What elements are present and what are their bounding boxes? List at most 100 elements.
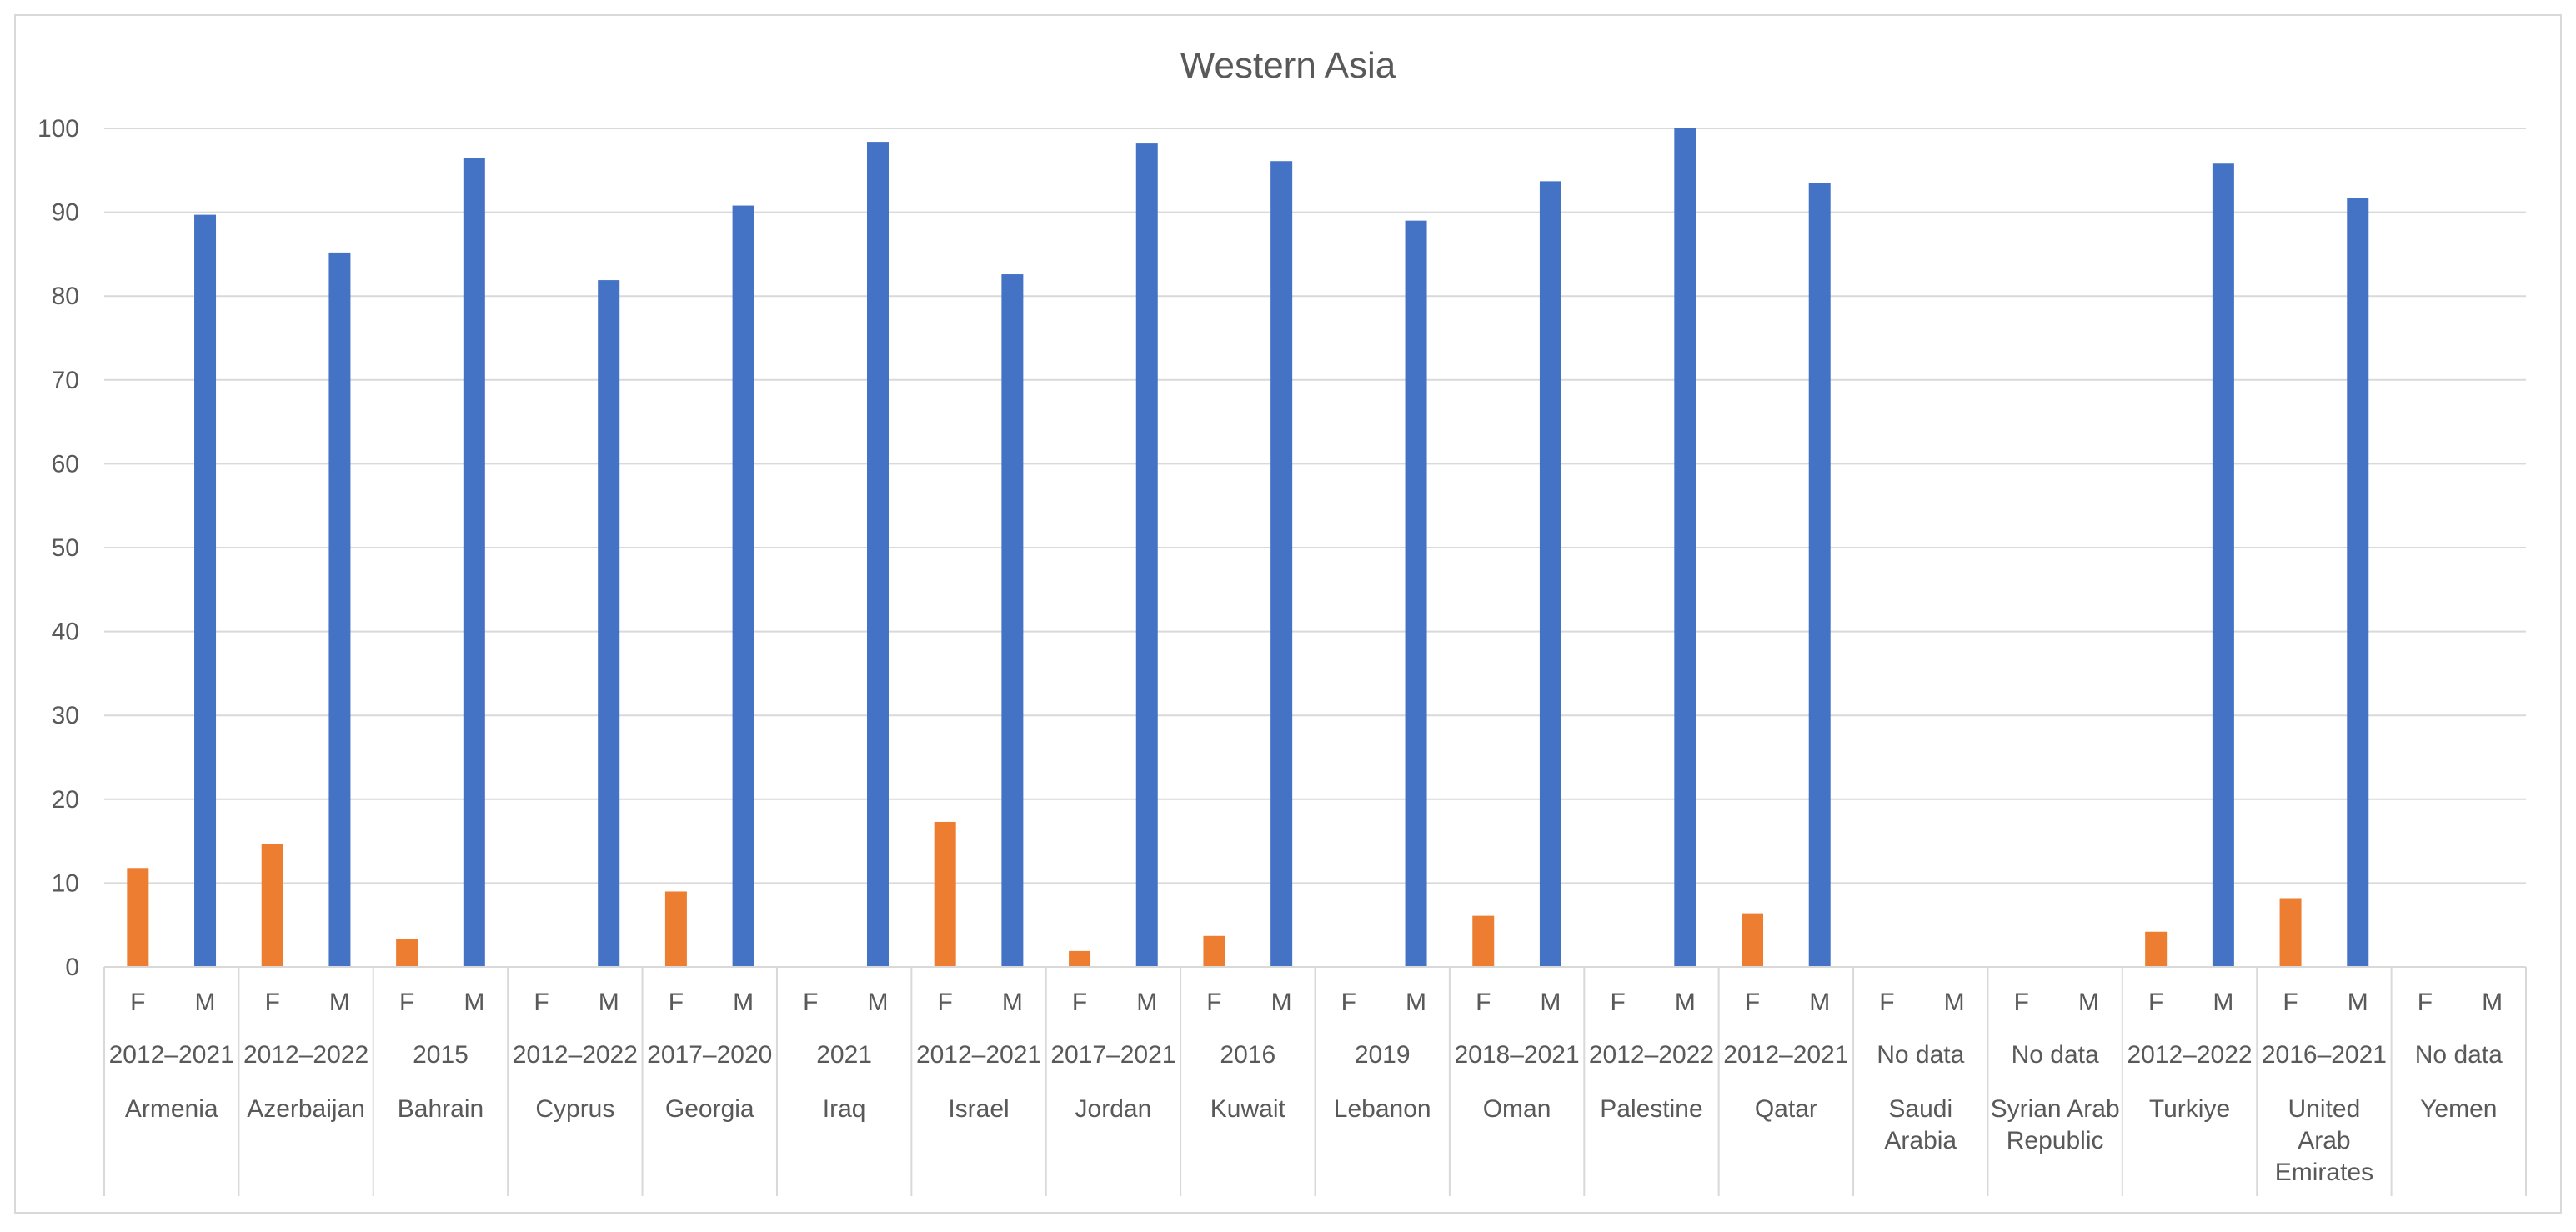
bar-m — [2212, 163, 2234, 967]
series-f-label: F — [265, 989, 280, 1016]
bar-f — [261, 844, 283, 967]
period-label: 2012–2021 — [109, 1041, 234, 1069]
country-label: Iraq — [823, 1095, 866, 1123]
period-label: No data — [2012, 1041, 2099, 1069]
series-m-label: M — [599, 989, 619, 1016]
period-label: 2016–2021 — [2262, 1041, 2387, 1069]
series-m-label: M — [329, 989, 350, 1016]
series-f-label: F — [2014, 989, 2029, 1016]
bar-f — [396, 939, 418, 967]
bar-f — [664, 891, 687, 967]
bar-m — [1270, 161, 1293, 967]
y-tick-label: 10 — [52, 869, 79, 897]
bar-m — [1539, 181, 1561, 968]
y-tick-label: 80 — [52, 283, 79, 310]
chart-title: Western Asia — [1180, 45, 1396, 86]
bar-f — [127, 868, 149, 967]
series-f-label: F — [2418, 989, 2433, 1016]
country-label: Yemen — [2420, 1095, 2497, 1123]
period-label: 2017–2020 — [647, 1041, 772, 1069]
series-f-label: F — [399, 989, 414, 1016]
y-axis-ticks: 0 10 20 30 40 50 60 70 80 90 100 — [38, 115, 79, 981]
series-f-label: F — [1879, 989, 1894, 1016]
bar-m — [732, 205, 754, 967]
bar-m — [866, 142, 889, 967]
y-tick-label: 60 — [52, 450, 79, 478]
country-label: Bahrain — [398, 1095, 484, 1123]
bar-m — [463, 158, 485, 967]
series-m-label: M — [733, 989, 754, 1016]
bar-m — [1001, 274, 1024, 967]
y-tick-label: 90 — [52, 199, 79, 227]
series-f-label: F — [1341, 989, 1356, 1016]
bar-m — [2347, 198, 2369, 968]
series-f-label: F — [803, 989, 818, 1016]
country-label: Azerbaijan — [247, 1095, 365, 1123]
series-f-label: F — [669, 989, 684, 1016]
country-label: Syrian Arab — [1991, 1095, 2120, 1123]
x-axis: F M 2012–2021 Armenia F M 2012–2022 Azerbaijan F… — [103, 966, 2527, 1196]
bar-m — [328, 252, 351, 967]
series-f-label: F — [2148, 989, 2163, 1016]
country-label: Georgia — [665, 1095, 754, 1123]
bar-m — [1674, 128, 1696, 967]
y-tick-label: 30 — [52, 702, 79, 729]
period-label: No data — [1877, 1041, 1964, 1069]
period-label: 2019 — [1355, 1041, 1411, 1069]
country-label: Oman — [1483, 1095, 1551, 1123]
series-m-label: M — [1540, 989, 1561, 1016]
y-tick-label: 70 — [52, 367, 79, 394]
country-label: Qatar — [1755, 1095, 1817, 1123]
bar-m — [1405, 220, 1427, 967]
bar-m — [194, 214, 217, 967]
period-label: 2012–2022 — [2127, 1041, 2252, 1069]
bar-f — [934, 821, 956, 967]
bar-f — [1069, 950, 1091, 967]
series-m-label: M — [1136, 989, 1157, 1016]
period-label: 2016 — [1220, 1041, 1275, 1069]
series-m-label: M — [2078, 989, 2099, 1016]
bars — [127, 128, 2369, 968]
series-m-label: M — [2348, 989, 2368, 1016]
y-tick-label: 0 — [65, 954, 79, 981]
series-m-label: M — [2213, 989, 2233, 1016]
country-label: Turkiye — [2149, 1095, 2230, 1123]
period-label: 2021 — [816, 1041, 872, 1069]
series-f-label: F — [2283, 989, 2298, 1016]
period-label: No data — [2415, 1041, 2503, 1069]
period-label: 2015 — [413, 1041, 469, 1069]
y-tick-label: 20 — [52, 786, 79, 814]
country-label: Republic — [2007, 1127, 2104, 1154]
period-label: 2012–2021 — [916, 1041, 1041, 1069]
country-label: Arab — [2298, 1127, 2350, 1154]
y-tick-label: 40 — [52, 619, 79, 646]
bar-m — [1135, 143, 1158, 967]
series-f-label: F — [938, 989, 953, 1016]
series-f-label: F — [1206, 989, 1221, 1016]
country-label: Israel — [948, 1095, 1009, 1123]
period-label: 2012–2022 — [513, 1041, 638, 1069]
country-label: Kuwait — [1210, 1095, 1286, 1123]
series-f-label: F — [1476, 989, 1491, 1016]
series-f-label: F — [534, 989, 549, 1016]
country-label: Palestine — [1600, 1095, 1702, 1123]
period-label: 2012–2021 — [1723, 1041, 1848, 1069]
country-label: Emirates — [2275, 1159, 2373, 1186]
bar-f — [1742, 913, 1764, 967]
bar-f — [1472, 915, 1495, 967]
country-label: Saudi — [1888, 1095, 1952, 1123]
country-label: Arabia — [1884, 1127, 1957, 1154]
period-label: 2012–2022 — [1589, 1041, 1714, 1069]
country-label: Armenia — [125, 1095, 218, 1123]
series-f-label: F — [1745, 989, 1760, 1016]
series-m-label: M — [1002, 989, 1023, 1016]
country-label: Jordan — [1075, 1095, 1152, 1123]
period-label: 2012–2022 — [243, 1041, 368, 1069]
series-m-label: M — [1809, 989, 1830, 1016]
country-label: United — [2288, 1095, 2361, 1123]
series-f-label: F — [1610, 989, 1625, 1016]
series-m-label: M — [195, 989, 216, 1016]
period-label: 2018–2021 — [1454, 1041, 1579, 1069]
